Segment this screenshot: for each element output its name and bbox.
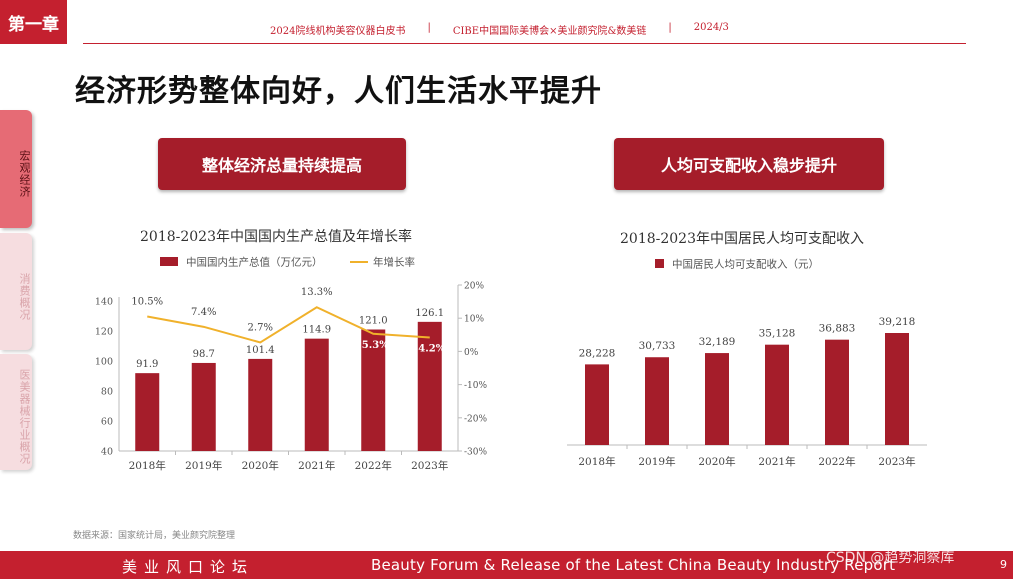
income-bar-label: 32,189 [699,336,736,348]
report-name: 2024院线机构美容仪器白皮书 [270,26,406,37]
income-bar [825,339,849,445]
growth-y-tick-label: -30% [464,448,487,458]
footer-bar: 美业风口论坛 Beauty Forum & Release of the Lat… [0,551,1013,579]
page-number: 9 [1000,558,1007,571]
section-heading-gdp: 整体经济总量持续提高 [158,138,406,190]
legend-label-gdp: 中国国内生产总值（万亿元） [186,256,323,269]
gdp-bar [304,338,329,451]
income-bar-label: 39,218 [879,316,916,328]
income-x-tick-label: 2018年 [578,455,615,468]
gdp-chart-title: 2018-2023年中国国内生产总值及年增长率 [140,229,412,245]
header-separator: | [427,22,431,33]
income-bar [645,357,669,445]
header-divider [83,43,966,44]
gdp-y-tick-label: 100 [95,357,113,368]
side-tab-macro-economy[interactable]: 宏观经济 [0,110,32,228]
income-bar [705,353,729,445]
gdp-bar [248,358,273,451]
gdp-x-tick-label: 2019年 [185,459,222,472]
growth-point-label: 4.2% [418,343,445,354]
gdp-bar-label: 126.1 [415,308,444,319]
growth-y-tick-label: -10% [464,381,487,391]
growth-point-label: 2.7% [248,322,273,333]
gdp-y-tick-label: 40 [101,447,113,458]
gdp-x-tick-label: 2023年 [411,459,448,472]
growth-point-label: 7.4% [191,307,216,318]
gdp-bar-label: 98.7 [193,349,215,360]
gdp-y-tick-label: 140 [95,297,113,308]
growth-y-tick-label: 10% [464,315,484,325]
growth-line [147,306,430,344]
gdp-x-tick-label: 2018年 [129,459,166,472]
gdp-x-tick-label: 2022年 [355,459,392,472]
header-separator: | [668,22,672,33]
gdp-bar-label: 101.4 [246,345,275,356]
gdp-y-tick-label: 60 [101,417,113,428]
gdp-bar [191,362,216,451]
side-tab-consumption[interactable]: 消费概况 [0,233,32,350]
report-publishers: CIBE中国国际美博会×美业颜究院&数美链 [452,26,647,37]
income-bar-label: 28,228 [579,347,616,359]
legend-swatch-gdp [160,257,178,266]
income-x-tick-label: 2021年 [758,455,795,468]
chapter-badge: 第一章 [0,0,67,44]
income-x-tick-label: 2022年 [818,455,855,468]
report-date: 2024/3 [693,22,729,33]
header-meta: 2024院线机构美容仪器白皮书 | CIBE中国国际美博会×美业颜究院&数美链 … [270,22,729,37]
income-bar [585,364,609,445]
section-heading-income: 人均可支配收入稳步提升 [614,138,884,190]
income-bar [765,344,789,445]
growth-y-tick-label: 20% [464,282,484,292]
gdp-bar-label: 91.9 [136,359,158,370]
gdp-bar [417,321,442,451]
watermark: CSDN @趋势洞察库 [826,550,955,566]
income-x-tick-label: 2023年 [878,455,915,468]
footer-english-title: Beauty Forum & Release of the Latest Chi… [371,556,896,574]
income-x-tick-label: 2019年 [638,455,675,468]
gdp-y-tick-label: 120 [95,327,113,338]
income-chart-title: 2018-2023年中国居民人均可支配收入 [620,231,864,247]
income-bar-label: 36,883 [819,323,856,335]
growth-point-label: 13.3% [301,287,333,298]
income-bar [885,333,909,445]
gdp-x-tick-label: 2020年 [242,459,279,472]
side-tab-medical-device-industry[interactable]: 医美器械行业概况 [0,354,32,470]
footer-forum-name: 美业风口论坛 [122,558,255,576]
gdp-bar-label: 121.0 [359,316,388,327]
page-title: 经济形势整体向好，人们生活水平提升 [75,74,602,109]
gdp-bar [361,329,386,451]
income-x-tick-label: 2020年 [698,455,735,468]
source-note: 数据来源：国家统计局，美业颜究院整理 [73,531,236,541]
gdp-x-tick-label: 2021年 [298,459,335,472]
gdp-bar-label: 114.9 [302,325,331,336]
growth-point-label: 10.5% [131,297,163,308]
growth-point-label: 5.3% [362,340,389,351]
growth-y-tick-label: 0% [464,348,479,358]
growth-y-tick-label: -20% [464,414,487,424]
gdp-y-tick-label: 80 [101,387,113,398]
income-bar-label: 30,733 [639,340,676,352]
legend-swatch-income [655,259,664,268]
legend-label-income: 中国居民人均可支配收入（元） [672,258,819,271]
income-bar-label: 35,128 [759,328,796,340]
legend-label-growth: 年增长率 [373,256,415,269]
gdp-bar [135,373,160,451]
